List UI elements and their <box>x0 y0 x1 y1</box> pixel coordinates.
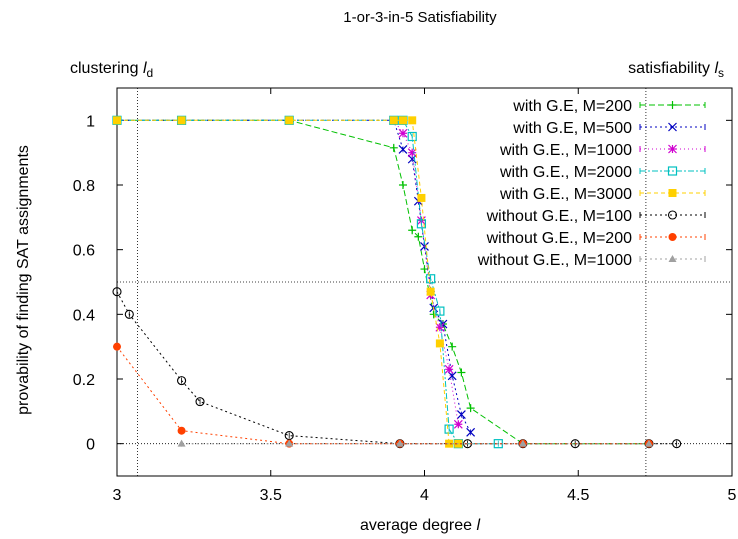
x-axis-label: average degree l <box>360 517 481 534</box>
series-5 <box>112 287 682 449</box>
filled-square-marker <box>285 116 294 125</box>
legend-label: without G.E., M=1000 <box>477 252 632 269</box>
x-tick-label: 4 <box>420 487 429 504</box>
plus-marker <box>414 232 423 241</box>
triangle-marker <box>518 439 527 447</box>
legend-label: with G.E., M=2000 <box>499 164 632 181</box>
series-6 <box>113 342 653 448</box>
circle-marker <box>284 431 294 441</box>
filled-square-marker <box>398 116 407 125</box>
legend-label: with G.E., M=1000 <box>499 142 632 159</box>
legend: with G.E, M=200 with G.E, M=500 with G.E.,… <box>477 98 706 269</box>
filled-circle-marker <box>177 426 186 435</box>
plus-marker <box>668 101 677 109</box>
legend-label: without G.E., M=100 <box>486 208 633 225</box>
y-tick-label: 0 <box>86 437 95 454</box>
x-marker <box>466 427 476 437</box>
square-marker <box>416 219 427 229</box>
plus-marker <box>389 143 398 152</box>
y-axis-label: provability of finding SAT assignments <box>15 145 32 415</box>
plus-marker <box>448 342 457 351</box>
star-marker <box>444 364 454 374</box>
filled-square-marker <box>177 116 186 125</box>
clustering-label: clustering ld <box>70 60 153 80</box>
series-line <box>117 119 472 433</box>
square-marker <box>444 424 454 434</box>
filled-circle-marker <box>668 233 677 241</box>
square-marker <box>435 306 445 316</box>
star-marker <box>407 148 417 158</box>
satisfiability-label: satisfiability ls <box>628 60 724 80</box>
x-tick-label: 3.5 <box>260 487 282 504</box>
circle-marker <box>195 397 205 407</box>
series-4 <box>113 116 463 448</box>
legend-label: with G.E., M=3000 <box>499 186 632 203</box>
x-marker <box>398 145 408 154</box>
plus-marker <box>420 265 429 274</box>
y-tick-label: 0.4 <box>73 307 95 324</box>
circle-marker <box>667 210 678 220</box>
square-marker <box>407 131 417 142</box>
star-marker <box>398 128 408 138</box>
series-1 <box>112 115 476 437</box>
filled-square-marker <box>426 287 435 296</box>
triangle-marker <box>395 439 404 447</box>
filled-square-marker <box>389 116 398 125</box>
plus-marker <box>457 368 466 377</box>
series-7 <box>177 439 653 447</box>
square-marker <box>426 274 436 284</box>
filled-square-marker <box>668 189 677 197</box>
star-marker <box>435 322 445 332</box>
filled-square-marker <box>417 193 426 202</box>
x-tick-label: 3 <box>113 487 122 504</box>
y-tick-label: 0.2 <box>73 372 95 389</box>
triangle-marker <box>285 439 294 447</box>
series-2 <box>112 115 463 429</box>
series-line <box>117 119 459 425</box>
filled-square-marker <box>445 439 454 448</box>
x-marker <box>668 122 677 132</box>
filled-square-marker <box>435 339 444 348</box>
plus-marker <box>398 181 407 189</box>
circle-marker <box>124 309 134 319</box>
series-line <box>116 346 649 445</box>
y-tick-label: 0.8 <box>73 178 95 195</box>
circle-marker <box>177 376 187 386</box>
star-marker <box>453 419 463 429</box>
square-marker <box>667 166 678 176</box>
x-tick-label: 4.5 <box>567 487 589 504</box>
filled-square-marker <box>113 116 121 125</box>
series-line <box>116 291 677 445</box>
star-marker <box>668 144 677 154</box>
y-tick-label: 1 <box>86 113 95 130</box>
x-marker <box>407 154 417 164</box>
series-line <box>117 119 499 445</box>
legend-label: without G.E., M=200 <box>486 230 633 247</box>
y-tick-label: 0.6 <box>73 243 95 260</box>
triangle-marker <box>668 255 677 262</box>
filled-circle-marker <box>113 342 121 351</box>
x-marker <box>456 410 466 419</box>
plus-marker <box>466 404 475 413</box>
legend-label: with G.E, M=200 <box>512 98 632 115</box>
legend-label: with G.E, M=500 <box>512 120 632 137</box>
plus-marker <box>408 226 417 235</box>
triangle-marker <box>644 439 653 447</box>
series-0 <box>113 116 653 448</box>
circle-marker <box>672 439 682 449</box>
x-tick-label: 5 <box>728 487 737 504</box>
triangle-marker <box>177 439 186 447</box>
circle-marker <box>112 287 122 297</box>
filled-square-marker <box>408 116 417 125</box>
chart-title: 1-or-3-in-5 Satisfiability <box>343 9 497 26</box>
